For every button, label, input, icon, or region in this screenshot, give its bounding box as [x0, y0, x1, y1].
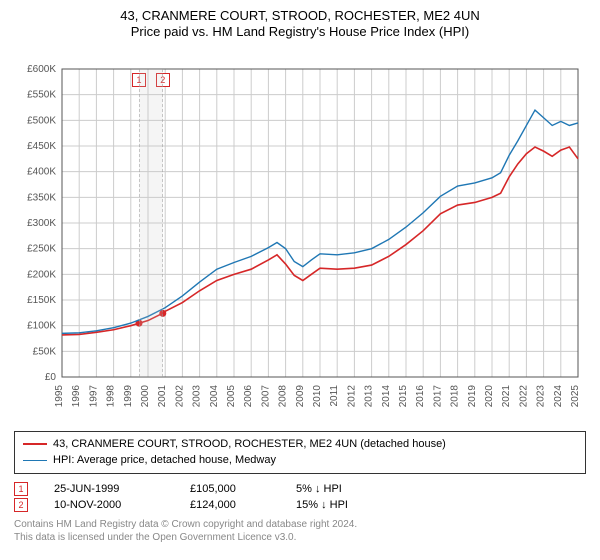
svg-text:2017: 2017 [432, 384, 443, 407]
svg-text:2005: 2005 [226, 384, 237, 407]
svg-text:2006: 2006 [243, 384, 254, 407]
license-text: Contains HM Land Registry data © Crown c… [14, 518, 586, 544]
sales-row-pct: 5% ↓ HPI [296, 483, 342, 495]
svg-text:1997: 1997 [88, 384, 99, 407]
svg-text:2001: 2001 [157, 384, 168, 407]
chart-area: £0 £50K £100K £150K £200K £250K £300K £350K £400… [14, 45, 586, 425]
legend-label: 43, CRANMERE COURT, STROOD, ROCHESTER, M… [53, 436, 446, 453]
svg-text:2023: 2023 [536, 384, 547, 407]
svg-text:£250K: £250K [27, 243, 56, 254]
sales-row: 2 10-NOV-2000 £124,000 15% ↓ HPI [14, 498, 586, 512]
svg-text:2009: 2009 [295, 384, 306, 407]
sales-row-marker: 2 [14, 498, 28, 512]
svg-text:2010: 2010 [312, 384, 323, 407]
svg-text:2003: 2003 [192, 384, 203, 407]
svg-text:1996: 1996 [71, 384, 82, 407]
svg-text:2022: 2022 [518, 384, 529, 407]
legend-label: HPI: Average price, detached house, Medw… [53, 452, 276, 469]
svg-text:£200K: £200K [27, 269, 56, 280]
legend-swatch [23, 443, 47, 445]
line-chart-svg: £0 £50K £100K £150K £200K £250K £300K £350K £400… [14, 45, 586, 425]
svg-text:£100K: £100K [27, 320, 56, 331]
svg-text:1995: 1995 [54, 384, 65, 407]
svg-text:£550K: £550K [27, 89, 56, 100]
license-line2: This data is licensed under the Open Gov… [14, 531, 586, 544]
svg-text:2002: 2002 [174, 384, 185, 407]
legend-box: 43, CRANMERE COURT, STROOD, ROCHESTER, M… [14, 431, 586, 474]
sales-row: 1 25-JUN-1999 £105,000 5% ↓ HPI [14, 482, 586, 496]
svg-text:£300K: £300K [27, 218, 56, 229]
legend-item: HPI: Average price, detached house, Medw… [23, 452, 577, 469]
svg-text:£0: £0 [45, 372, 57, 383]
license-line1: Contains HM Land Registry data © Crown c… [14, 518, 586, 531]
sales-row-date: 25-JUN-1999 [54, 483, 164, 495]
svg-text:2018: 2018 [450, 384, 461, 407]
svg-text:2004: 2004 [209, 384, 220, 407]
sales-row-marker: 1 [14, 482, 28, 496]
svg-text:2014: 2014 [381, 384, 392, 407]
svg-text:£500K: £500K [27, 115, 56, 126]
sales-row-price: £105,000 [190, 483, 270, 495]
svg-text:£50K: £50K [33, 346, 57, 357]
svg-text:2000: 2000 [140, 384, 151, 407]
sales-row-date: 10-NOV-2000 [54, 499, 164, 511]
svg-text:£150K: £150K [27, 295, 56, 306]
svg-text:2016: 2016 [415, 384, 426, 407]
svg-text:2015: 2015 [398, 384, 409, 407]
svg-text:£600K: £600K [27, 64, 56, 75]
svg-text:2019: 2019 [467, 384, 478, 407]
svg-text:£400K: £400K [27, 166, 56, 177]
svg-text:2021: 2021 [501, 384, 512, 407]
chart-title-line2: Price paid vs. HM Land Registry's House … [14, 24, 586, 40]
svg-text:2011: 2011 [329, 384, 340, 406]
svg-text:2013: 2013 [364, 384, 375, 407]
svg-text:1999: 1999 [123, 384, 134, 407]
svg-text:£350K: £350K [27, 192, 56, 203]
sales-table: 1 25-JUN-1999 £105,000 5% ↓ HPI 2 10-NOV-2000… [14, 482, 586, 512]
svg-text:1998: 1998 [106, 384, 117, 407]
legend-swatch [23, 460, 47, 461]
svg-text:2007: 2007 [260, 384, 271, 407]
svg-text:2020: 2020 [484, 384, 495, 407]
sales-row-pct: 15% ↓ HPI [296, 499, 348, 511]
sales-row-price: £124,000 [190, 499, 270, 511]
date-range-band [139, 69, 163, 377]
svg-text:2008: 2008 [278, 384, 289, 407]
chart-title-line1: 43, CRANMERE COURT, STROOD, ROCHESTER, M… [14, 8, 586, 24]
legend-item: 43, CRANMERE COURT, STROOD, ROCHESTER, M… [23, 436, 577, 453]
svg-text:2025: 2025 [570, 384, 581, 407]
svg-text:2012: 2012 [346, 384, 357, 407]
svg-text:£450K: £450K [27, 141, 56, 152]
svg-text:2024: 2024 [553, 384, 564, 407]
